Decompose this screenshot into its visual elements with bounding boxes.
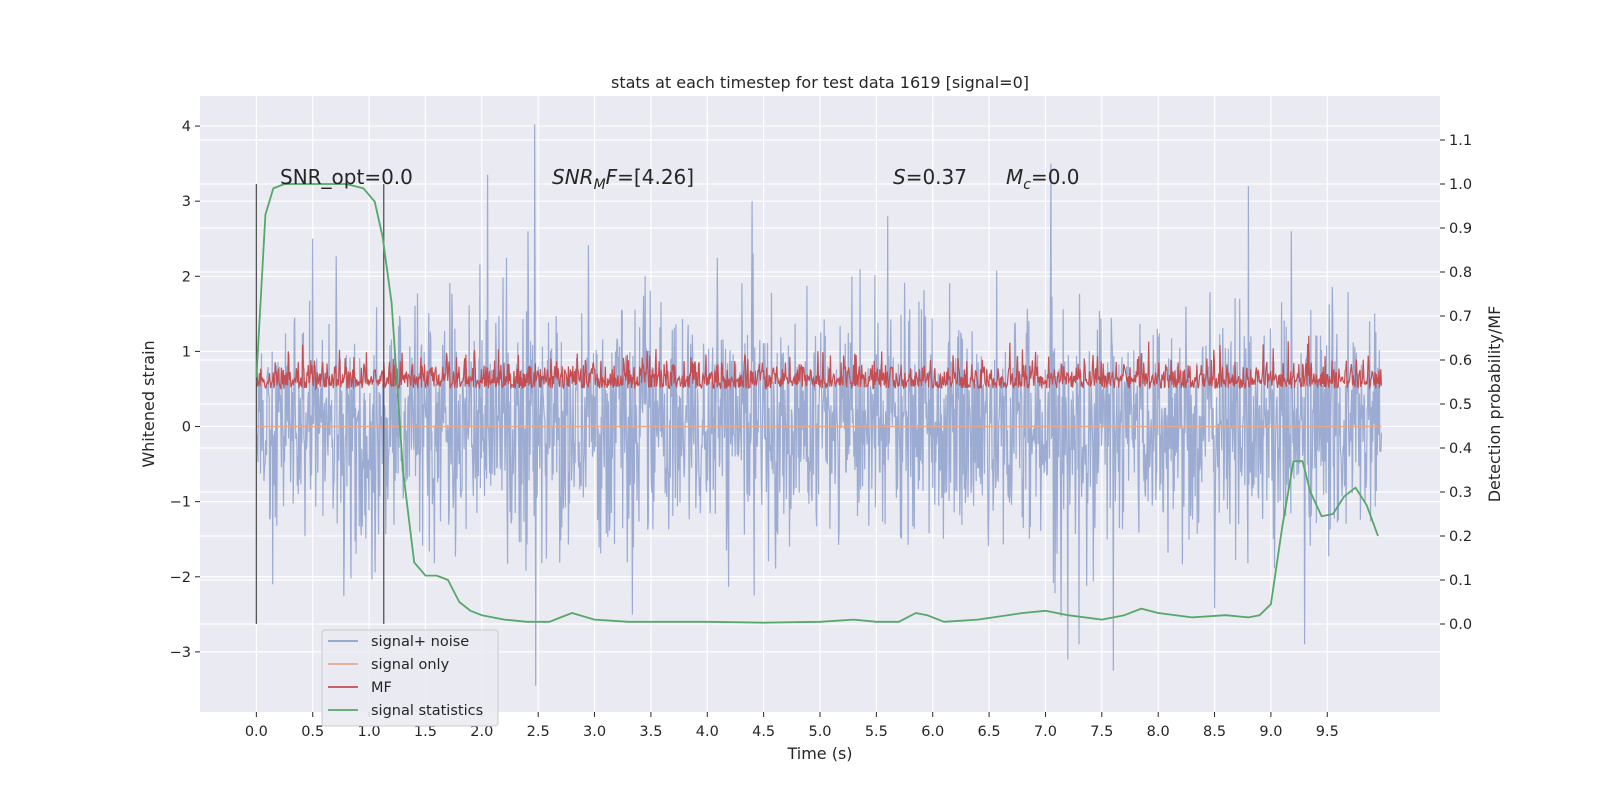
x-tick-label: 6.5 [978, 724, 1001, 740]
x-tick-label: 7.0 [1034, 724, 1057, 740]
series-mf [255, 335, 1382, 391]
left-y-ticks: 4 3 2 1 0 −1 −2 −3 [170, 119, 200, 661]
y2-tick-label: 0.2 [1449, 529, 1472, 545]
legend-label-signal-only: signal only [371, 657, 450, 673]
y2-tick-label: 0.4 [1449, 441, 1472, 457]
y2-tick-label: 0.6 [1449, 353, 1472, 369]
annotation-mc: Mc=0.0 [1006, 165, 1080, 193]
series-signal-noise [255, 124, 1382, 686]
x-tick-label: 7.5 [1090, 724, 1113, 740]
x-tick-label: 2.0 [470, 724, 493, 740]
y2-axis-label: Detection probability/MF [1485, 306, 1504, 503]
chart-title: stats at each timestep for test data 161… [611, 73, 1029, 92]
x-tick-label: 4.0 [696, 724, 719, 740]
y2-tick-label: 0.9 [1449, 221, 1472, 237]
x-tick-label: 6.0 [921, 724, 944, 740]
annotation-snr-opt: SNR_opt=0.0 [280, 165, 413, 189]
noise-series-layer [255, 124, 1382, 686]
y-tick-label: 0 [182, 420, 191, 436]
vertical-markers [255, 184, 385, 624]
y-tick-label: −1 [170, 495, 191, 511]
annotation-s-stat-value: =0.37 [906, 165, 967, 189]
series-signal-statistics [255, 183, 1379, 624]
legend-label-mf: MF [371, 680, 392, 696]
x-axis-label: Time (s) [786, 744, 852, 763]
y2-tick-label: 1.0 [1449, 177, 1472, 193]
x-tick-label: 4.5 [752, 724, 775, 740]
right-y-ticks: 1.1 1.0 0.9 0.8 0.7 0.6 0.5 0.4 0.3 0.2 0.1 0.0 [1440, 133, 1472, 633]
y-tick-label: 2 [182, 269, 191, 285]
y-tick-label: 3 [182, 194, 191, 210]
y2-tick-label: 0.0 [1449, 617, 1472, 633]
x-ticks: 0.0 0.5 1.0 1.5 2.0 2.5 3.0 3.5 4.0 4.5 5.0 5.5 6.0 6… [245, 712, 1339, 740]
y-tick-label: 4 [182, 119, 191, 135]
x-tick-label: 3.0 [583, 724, 606, 740]
statistics-series-layer [255, 183, 1379, 624]
annotation-mc-value: =0.0 [1031, 165, 1080, 189]
mf-series-layer [255, 335, 1382, 391]
x-tick-label: 2.5 [527, 724, 550, 740]
legend-label-signal-statistics: signal statistics [371, 703, 483, 719]
y2-tick-label: 1.1 [1449, 133, 1472, 149]
legend-box [321, 629, 499, 727]
y2-tick-label: 0.1 [1449, 573, 1472, 589]
y2-tick-label: 0.3 [1449, 485, 1472, 501]
annotation-snr-mf-value: =[4.26] [617, 165, 694, 189]
legend-label-signal-noise: signal+ noise [371, 634, 469, 650]
x-tick-label: 0.5 [301, 724, 324, 740]
y-axis-label: Whitened strain [139, 340, 158, 467]
x-tick-label: 1.5 [414, 724, 437, 740]
x-tick-label: 3.5 [639, 724, 662, 740]
x-tick-label: 9.0 [1259, 724, 1282, 740]
y2-tick-label: 0.8 [1449, 265, 1472, 281]
x-tick-label: 0.0 [245, 724, 268, 740]
y-tick-label: −3 [170, 645, 191, 661]
x-tick-label: 5.0 [808, 724, 831, 740]
legend: signal+ noise signal only MF signal stat… [321, 629, 499, 727]
x-tick-label: 8.5 [1203, 724, 1226, 740]
y2-tick-label: 0.5 [1449, 397, 1472, 413]
y-tick-label: −2 [170, 570, 191, 586]
annotation-snr-mf: SNRMF=[4.26] [552, 165, 694, 193]
y-tick-label: 1 [182, 344, 191, 360]
x-tick-label: 8.0 [1147, 724, 1170, 740]
x-tick-label: 9.5 [1316, 724, 1339, 740]
annotation-s-stat: S=0.37 [893, 165, 967, 189]
x-tick-label: 1.0 [358, 724, 381, 740]
y2-tick-label: 0.7 [1449, 309, 1472, 325]
x-tick-label: 5.5 [865, 724, 888, 740]
